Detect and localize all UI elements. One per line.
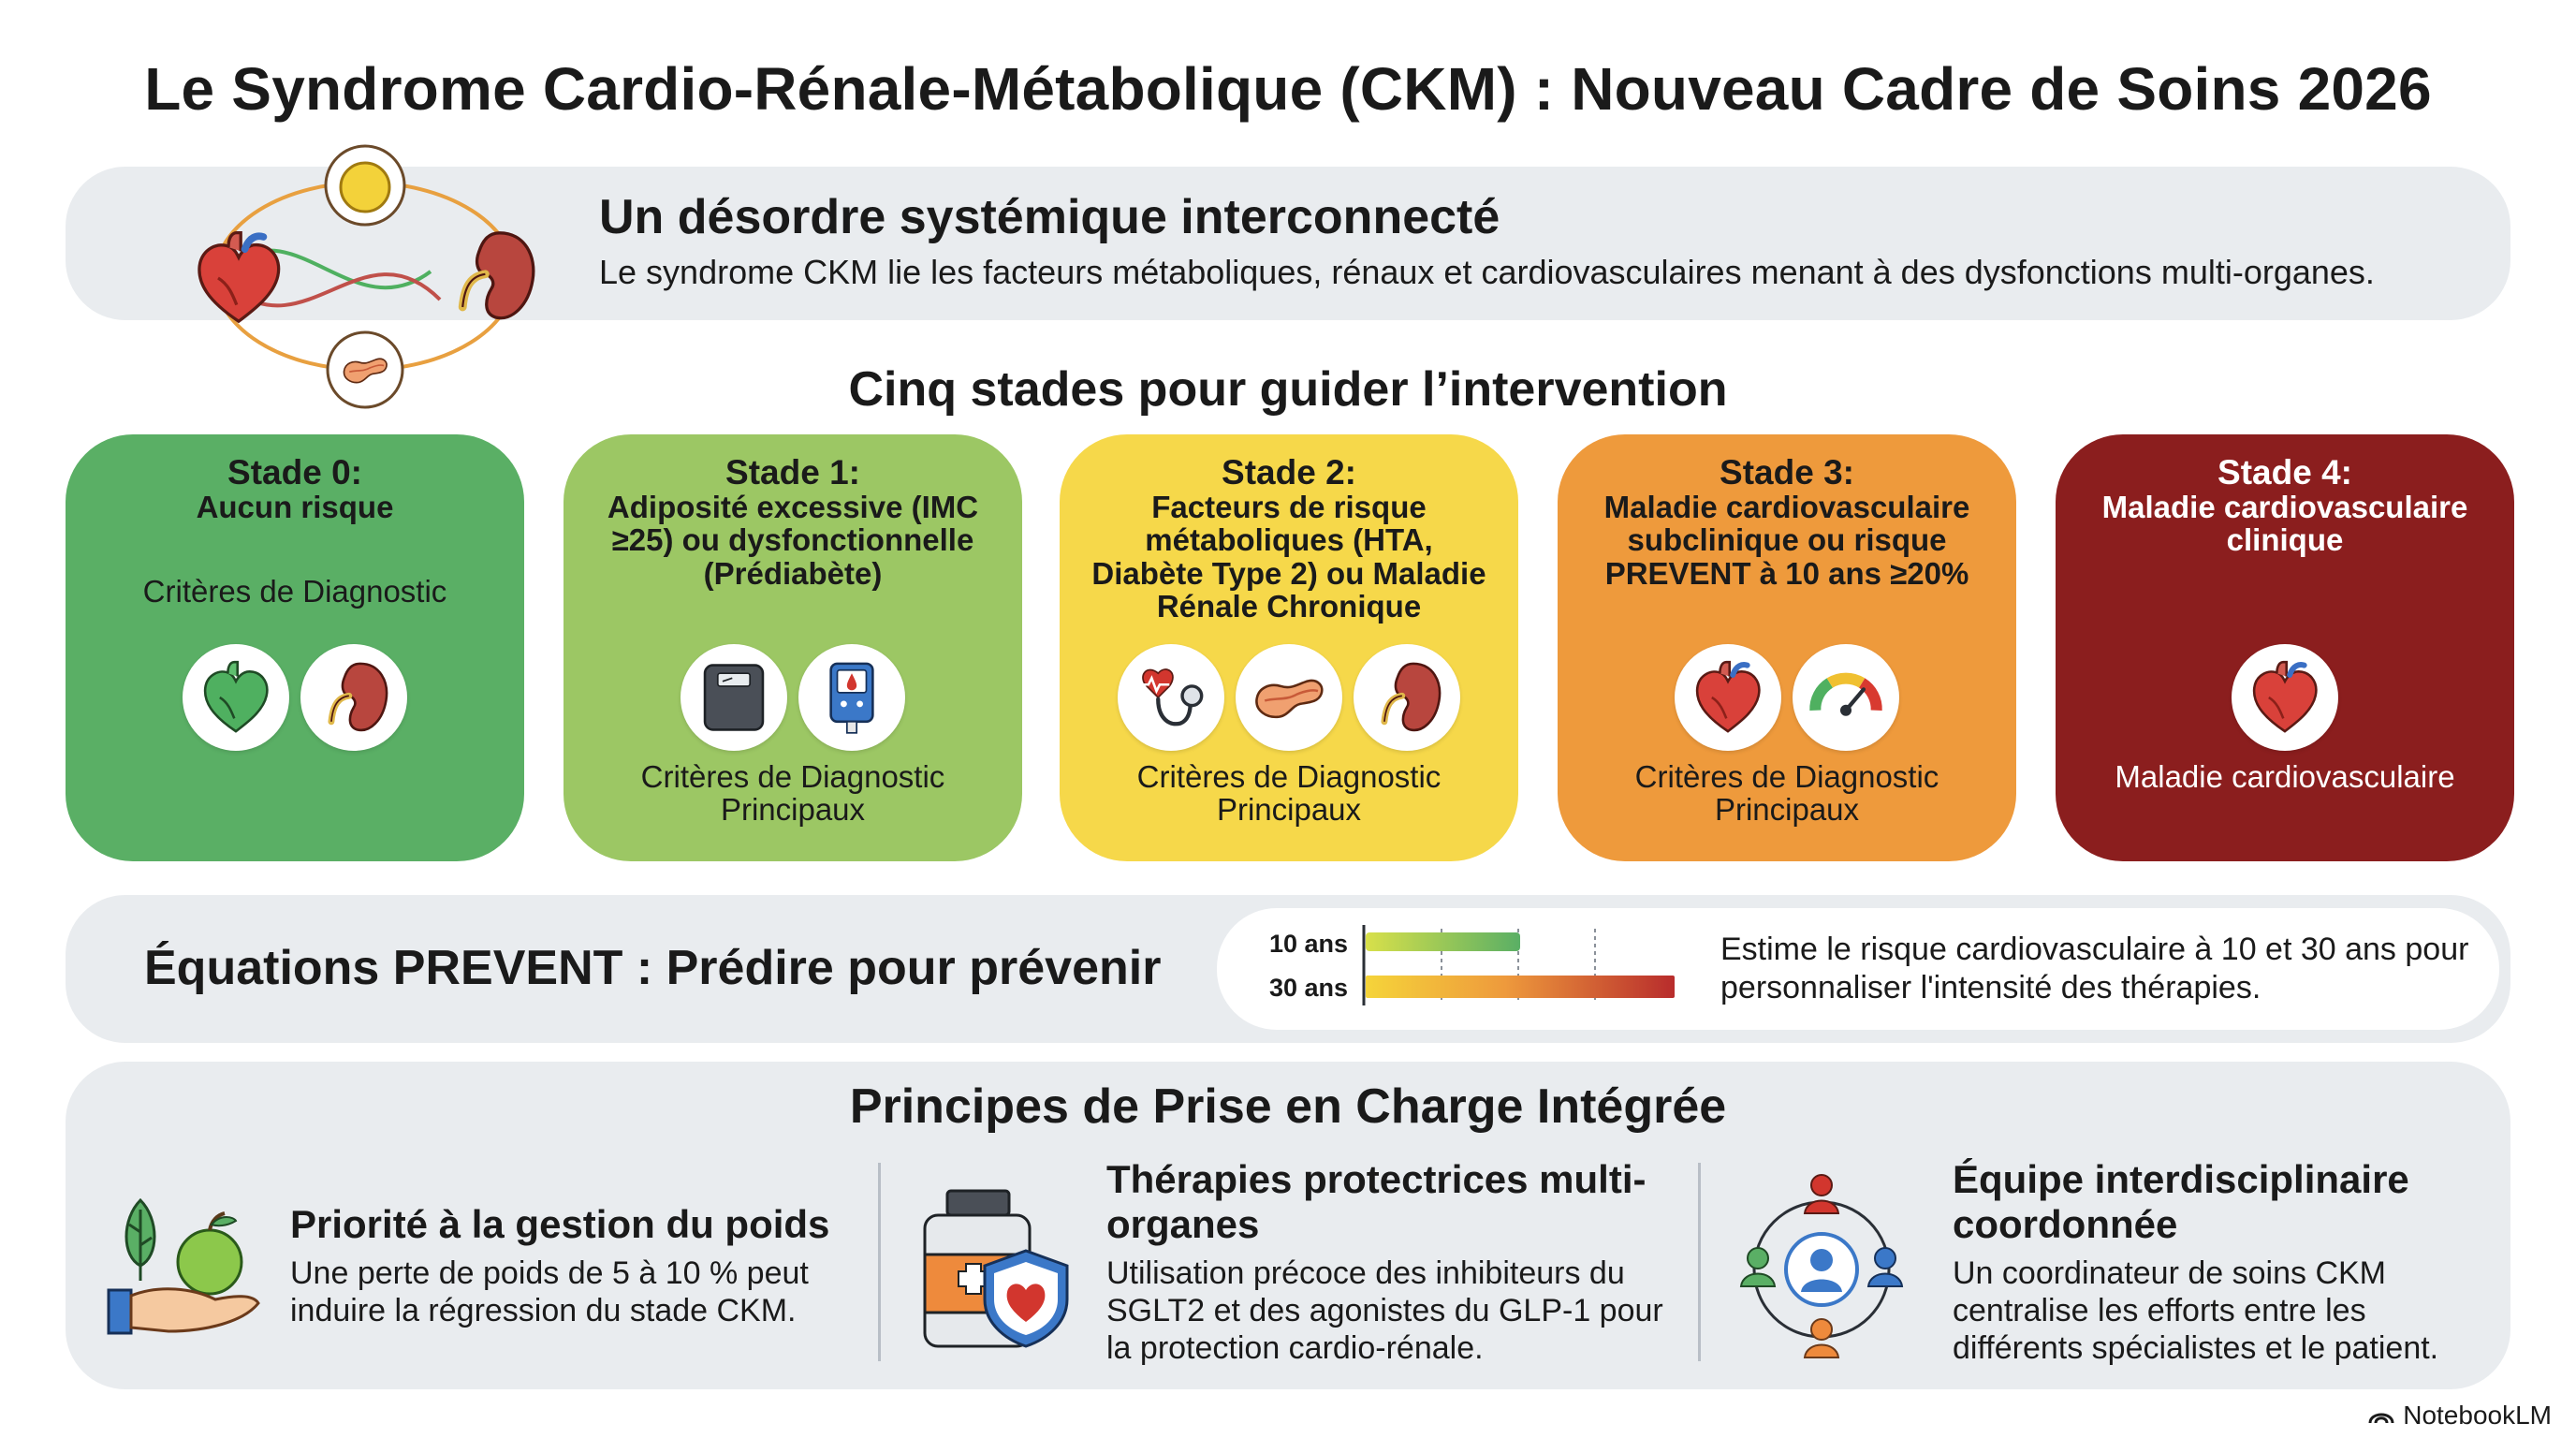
prevent-description: Estime le risque cardiovasculaire à 10 e… xyxy=(1720,932,2469,1005)
pancreas-icon xyxy=(1236,644,1342,751)
stethoscope-icon xyxy=(1118,644,1224,751)
stage-card-1: Stade 1: Adiposité excessive (IMC ≥25) o… xyxy=(564,434,1022,861)
stage-title: Stade 1: xyxy=(725,453,860,492)
stage-card-0: Stade 0: Aucun risque Critères de Diagno… xyxy=(66,434,524,861)
divider xyxy=(878,1163,881,1361)
stage-criteria: Critères de Diagnostic Principaux xyxy=(640,759,945,828)
bar-30-ans xyxy=(1366,976,1675,998)
stage-title: Stade 4: xyxy=(2217,453,2352,492)
principles-panel xyxy=(66,1062,2510,1389)
scale-icon xyxy=(681,644,787,751)
stage-criteria: Critères de Diagnostic Principaux xyxy=(1634,759,1939,828)
organ-cycle-illustration xyxy=(168,144,562,409)
intro-heading: Un désordre systémique interconnecté xyxy=(599,190,1500,244)
page-title: Le Syndrome Cardio-Rénale-Métabolique (C… xyxy=(144,55,2432,123)
heart-cycle-icon xyxy=(199,233,279,322)
pancreas-cycle-icon xyxy=(326,330,404,409)
weight-management-icon xyxy=(107,1197,260,1335)
gauge-icon xyxy=(1793,644,1899,751)
stage-card-3: Stade 3: Maladie cardiovasculaire subcli… xyxy=(1558,434,2016,861)
stage-title: Stade 2: xyxy=(1222,453,1356,492)
stage-description: Maladie cardiovasculaire subclinique ou … xyxy=(1603,490,1970,591)
stage-description: Adiposité excessive (IMC ≥25) ou dysfonc… xyxy=(607,490,979,591)
divider xyxy=(1698,1163,1701,1361)
stage-criteria: Critères de Diagnostic Principaux xyxy=(1136,759,1442,828)
glucometer-icon xyxy=(798,644,905,751)
footer-label: NotebookLM xyxy=(2403,1401,2552,1430)
principle-title: Équipe interdisciplinaire coordonnée xyxy=(1953,1157,2409,1247)
heart-icon xyxy=(183,644,289,751)
principle-text: Utilisation précoce des inhibiteurs du S… xyxy=(1106,1255,1663,1367)
adipose-icon xyxy=(324,144,406,227)
kidney-icon xyxy=(1354,644,1460,751)
bar-label-10: 10 ans xyxy=(1268,930,1348,958)
kidney-cycle-icon xyxy=(462,233,534,318)
intro-text: Le syndrome CKM lie les facteurs métabol… xyxy=(599,253,2375,291)
stage-title: Stade 0: xyxy=(227,453,362,492)
prevent-risk-bars xyxy=(1362,925,1675,1005)
stage-description: Aucun risque xyxy=(196,490,394,524)
prevent-heading: Équations PREVENT : Prédire pour préveni… xyxy=(144,941,1162,995)
principle-text: Une perte de poids de 5 à 10 % peut indu… xyxy=(290,1255,809,1329)
heart-icon xyxy=(1675,644,1781,751)
bar-label-30: 30 ans xyxy=(1268,974,1348,1002)
stage-title: Stade 3: xyxy=(1720,453,1854,492)
heart-icon xyxy=(2232,644,2338,751)
stage-description: Facteurs de risque métaboliques (HTA, Di… xyxy=(1091,490,1486,624)
team-network-icon xyxy=(1739,1174,1904,1358)
principle-title: Priorité à la gestion du poids xyxy=(290,1202,830,1246)
principles-heading: Principes de Prise en Charge Intégrée xyxy=(849,1079,1727,1134)
intro-panel xyxy=(66,167,2510,320)
bar-10-ans xyxy=(1366,932,1520,951)
stages-heading: Cinq stades pour guider l’intervention xyxy=(848,362,1728,417)
stage-criteria: Maladie cardiovasculaire xyxy=(2115,759,2455,794)
stage-criteria: Critères de Diagnostic xyxy=(142,574,447,609)
kidney-icon xyxy=(300,644,407,751)
stage-card-2: Stade 2: Facteurs de risque métaboliques… xyxy=(1060,434,1518,861)
stage-description: Maladie cardiovasculaire clinique xyxy=(2101,490,2468,558)
principle-title: Thérapies protectrices multi-organes xyxy=(1106,1157,1647,1247)
principle-text: Un coordinateur de soins CKM centralise … xyxy=(1953,1255,2439,1367)
medication-shield-icon xyxy=(923,1189,1069,1348)
stage-card-4: Stade 4: Maladie cardiovasculaire cliniq… xyxy=(2056,434,2514,861)
footer-brand: NotebookLM xyxy=(2367,1401,2552,1431)
notebooklm-logo-icon xyxy=(2368,1413,2394,1424)
prevent-card xyxy=(1217,908,2499,1030)
